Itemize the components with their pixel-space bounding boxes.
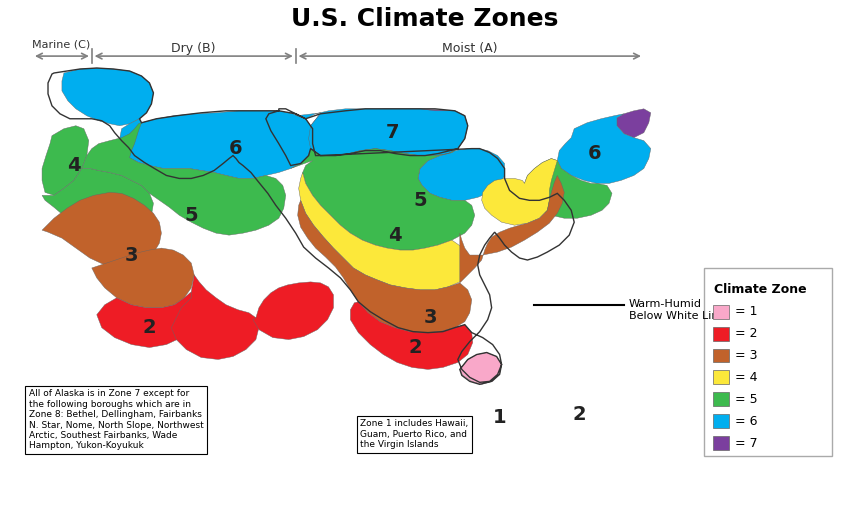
Polygon shape (97, 292, 196, 347)
Polygon shape (82, 123, 286, 235)
Text: 6: 6 (230, 139, 243, 158)
Text: 2: 2 (408, 338, 422, 357)
Bar (713, 436, 729, 450)
Polygon shape (482, 159, 558, 225)
Text: 4: 4 (388, 226, 402, 245)
Polygon shape (460, 176, 564, 283)
Text: 2: 2 (572, 405, 586, 424)
Polygon shape (120, 111, 313, 179)
Polygon shape (298, 172, 470, 290)
Text: 6: 6 (587, 144, 601, 163)
Polygon shape (42, 192, 162, 268)
Bar (713, 414, 729, 428)
Text: 1: 1 (493, 408, 507, 427)
Text: = 6: = 6 (735, 414, 758, 428)
Text: 5: 5 (184, 206, 198, 225)
Bar (713, 326, 729, 341)
Bar (713, 370, 729, 384)
Text: Marine (C): Marine (C) (32, 39, 90, 49)
Text: = 1: = 1 (735, 305, 758, 318)
Text: 5: 5 (413, 191, 427, 210)
Polygon shape (291, 149, 475, 250)
Bar (713, 305, 729, 319)
Text: U.S. Climate Zones: U.S. Climate Zones (292, 7, 558, 31)
Polygon shape (62, 68, 154, 126)
Polygon shape (524, 159, 612, 218)
Text: 2: 2 (143, 318, 156, 337)
Text: = 5: = 5 (735, 393, 758, 406)
Polygon shape (460, 353, 501, 384)
Polygon shape (418, 149, 505, 200)
Text: Dry (B): Dry (B) (171, 41, 216, 54)
Bar (713, 392, 729, 406)
Polygon shape (298, 200, 472, 333)
Text: Moist (A): Moist (A) (442, 41, 497, 54)
Text: Warm-Humid
Below White Line: Warm-Humid Below White Line (629, 299, 725, 321)
Polygon shape (253, 282, 333, 340)
Text: Zone 1 includes Hawaii,
Guam, Puerto Rico, and
the Virgin Islands: Zone 1 includes Hawaii, Guam, Puerto Ric… (360, 419, 468, 449)
Polygon shape (309, 109, 468, 156)
Polygon shape (350, 302, 473, 369)
Text: All of Alaska is in Zone 7 except for
the following boroughs which are in
Zone 8: All of Alaska is in Zone 7 except for th… (29, 389, 204, 450)
Text: 4: 4 (67, 156, 81, 175)
Text: = 3: = 3 (735, 349, 758, 362)
Text: = 4: = 4 (735, 371, 758, 384)
Polygon shape (296, 109, 468, 156)
Bar (713, 348, 729, 363)
Polygon shape (42, 169, 154, 238)
Text: = 7: = 7 (735, 436, 758, 450)
Polygon shape (92, 248, 195, 308)
Polygon shape (617, 109, 651, 138)
Text: 3: 3 (125, 246, 139, 265)
Polygon shape (42, 126, 88, 195)
Polygon shape (558, 114, 651, 183)
Text: Climate Zone: Climate Zone (714, 283, 807, 296)
FancyBboxPatch shape (704, 268, 832, 456)
Text: = 2: = 2 (735, 327, 758, 340)
Text: 3: 3 (423, 308, 437, 327)
Text: 7: 7 (385, 123, 399, 142)
Polygon shape (172, 275, 259, 359)
